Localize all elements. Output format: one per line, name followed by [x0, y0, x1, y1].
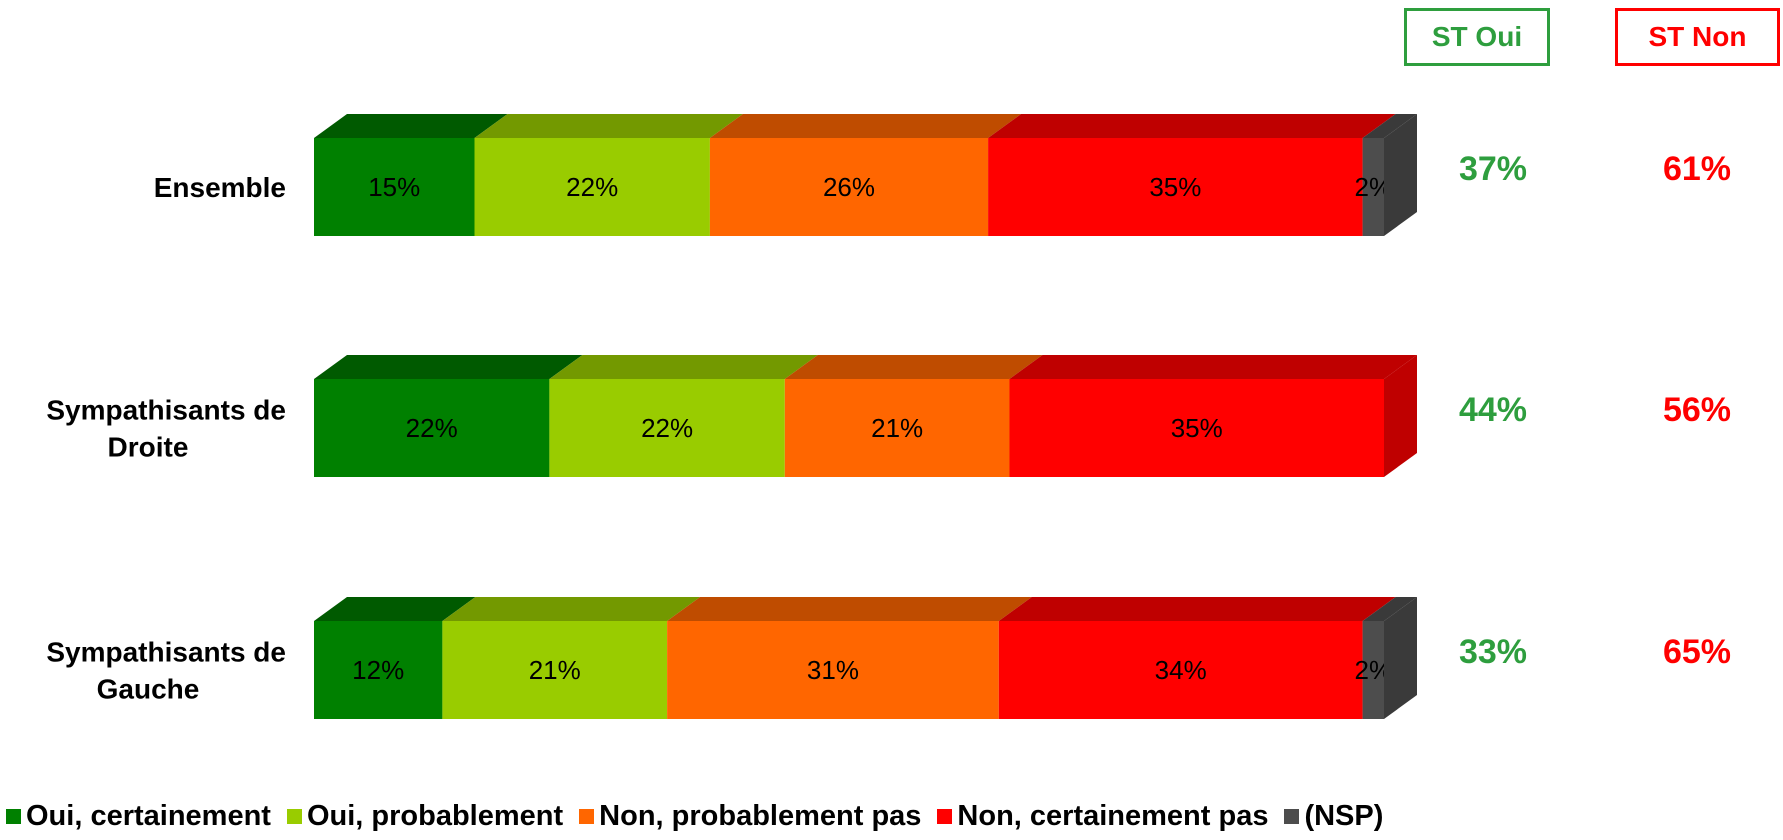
- bar-top-3: [709, 114, 1022, 138]
- category-label: Gauche: [97, 674, 200, 705]
- bar-top-5: [1362, 597, 1417, 621]
- data-label: 22%: [566, 172, 618, 202]
- bar-segment: [474, 138, 710, 236]
- bar-top-4: [988, 114, 1396, 138]
- legend-item: Non, certainement pas: [937, 800, 1268, 833]
- chart-legend: Oui, certainement Oui, probablement Non, p…: [6, 800, 1399, 833]
- bar-top-1: [314, 114, 508, 138]
- bar-top-3: [784, 355, 1043, 379]
- legend-label: Oui, certainement: [26, 800, 271, 832]
- category-label: Sympathisants de: [46, 395, 286, 426]
- st-non-header: ST Non: [1615, 8, 1780, 66]
- legend-swatch: [579, 809, 595, 824]
- bar-top-2: [549, 355, 818, 379]
- bar-top-4: [998, 597, 1396, 621]
- bar-segment: [1362, 621, 1384, 719]
- legend-swatch: [937, 809, 953, 824]
- bar-segment: [784, 379, 1010, 477]
- data-label: 31%: [807, 655, 859, 685]
- data-label: 22%: [641, 413, 693, 443]
- st-oui-value: 33%: [1459, 633, 1527, 671]
- st-non-value: 56%: [1663, 391, 1731, 429]
- bar-segment: [1009, 379, 1384, 477]
- bar-segment: [709, 138, 989, 236]
- legend-item: Non, probablement pas: [579, 800, 921, 833]
- legend-label: Non, certainement pas: [957, 800, 1269, 832]
- category-label: Droite: [108, 432, 189, 463]
- bar-segment: [314, 621, 443, 719]
- legend-label: Oui, probablement: [306, 800, 564, 832]
- legend-item: Oui, certainement: [6, 800, 271, 833]
- st-non-value: 65%: [1663, 633, 1731, 671]
- data-label: 34%: [1155, 655, 1207, 685]
- legend-swatch: [1284, 809, 1300, 824]
- bar-segment: [314, 379, 550, 477]
- bar-top-2: [474, 114, 743, 138]
- data-label: 12%: [352, 655, 404, 685]
- bar-segment: [998, 621, 1363, 719]
- data-label: 35%: [1149, 172, 1201, 202]
- bar-top-1: [314, 355, 583, 379]
- bar-side: [1384, 597, 1417, 719]
- bar-top-4: [1009, 355, 1417, 379]
- legend-label: Non, probablement pas: [599, 800, 922, 832]
- bar-segment: [549, 379, 785, 477]
- legend-label: (NSP): [1304, 800, 1384, 832]
- bar-segment: [314, 138, 475, 236]
- st-oui-header: ST Oui: [1404, 8, 1550, 66]
- data-label: 21%: [871, 413, 923, 443]
- bar-top-3: [667, 597, 1032, 621]
- bar-top-5: [1362, 114, 1417, 138]
- bar-top-2: [442, 597, 701, 621]
- category-label: Ensemble: [154, 172, 286, 203]
- legend-swatch: [6, 809, 21, 824]
- bar-side: [1384, 355, 1417, 477]
- st-non-value: 61%: [1663, 150, 1731, 188]
- bar-segment: [1362, 138, 1384, 236]
- data-label: 35%: [1171, 413, 1223, 443]
- st-oui-value: 37%: [1459, 150, 1527, 188]
- st-oui-value: 44%: [1459, 391, 1527, 429]
- bar-segment: [667, 621, 999, 719]
- bar-top-1: [314, 597, 476, 621]
- data-label: 21%: [529, 655, 581, 685]
- data-label: 26%: [823, 172, 875, 202]
- bar-side: [1384, 114, 1417, 236]
- legend-swatch: [286, 809, 302, 824]
- legend-item: (NSP): [1284, 800, 1383, 833]
- bar-segment: [988, 138, 1363, 236]
- bar-segment: [442, 621, 668, 719]
- data-label: 22%: [406, 413, 458, 443]
- legend-item: Oui, probablement: [286, 800, 564, 833]
- category-label: Sympathisants de: [46, 637, 286, 668]
- data-label: 15%: [368, 172, 420, 202]
